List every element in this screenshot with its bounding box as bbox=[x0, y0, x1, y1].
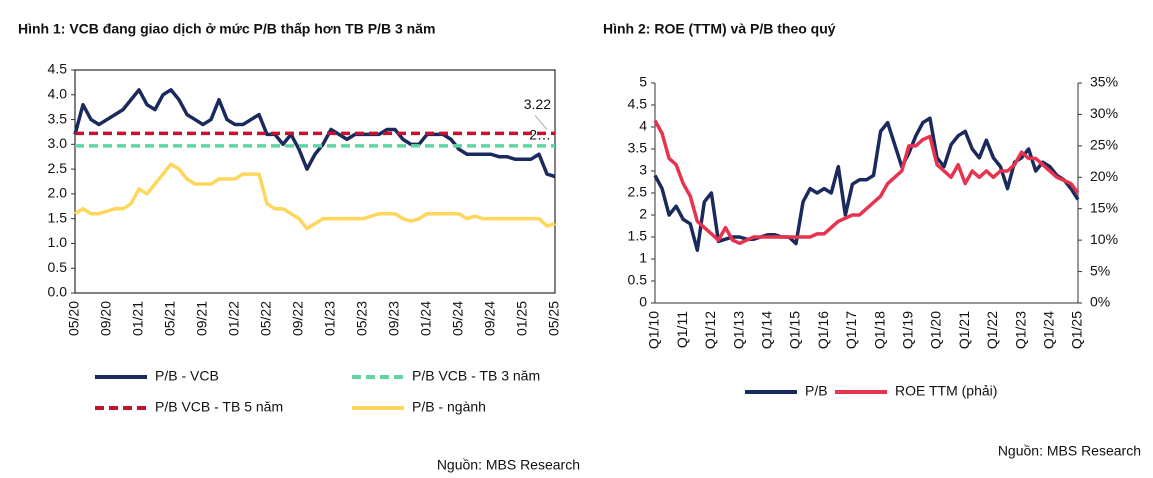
legend-label: P/B - VCB bbox=[155, 368, 219, 384]
series-line bbox=[73, 88, 556, 179]
source: Nguồn: MBS Research bbox=[437, 457, 580, 473]
x-tick-label: 09/22 bbox=[290, 301, 306, 336]
series-line bbox=[74, 162, 556, 231]
x-tick-label: Q1/20 bbox=[928, 311, 944, 349]
y-tick-label: 1.0 bbox=[48, 234, 68, 250]
y2-tick-label: 25% bbox=[1090, 137, 1118, 153]
x-tick-label: 05/23 bbox=[354, 301, 370, 336]
x-tick-label: 05/24 bbox=[450, 301, 466, 336]
y-tick-label: 4.5 bbox=[48, 61, 68, 77]
x-tick-label: Q1/25 bbox=[1069, 311, 1085, 349]
x-tick-label: 01/21 bbox=[130, 301, 146, 336]
y-tick-label: 4.0 bbox=[48, 85, 68, 101]
x-tick-label: Q1/21 bbox=[956, 311, 972, 349]
x-tick-label: Q1/15 bbox=[787, 311, 803, 349]
source: Nguồn: MBS Research bbox=[998, 443, 1141, 459]
legend-label: P/B - ngành bbox=[412, 399, 486, 415]
y2-tick-label: 20% bbox=[1090, 168, 1118, 184]
x-tick-label: Q1/24 bbox=[1041, 311, 1057, 349]
x-tick-label: Q1/17 bbox=[843, 311, 859, 349]
legend-label: ROE TTM (phải) bbox=[895, 383, 997, 399]
y-tick-label: 3 bbox=[639, 162, 647, 178]
x-tick-label: 05/22 bbox=[258, 301, 274, 336]
y2-tick-label: 15% bbox=[1090, 199, 1118, 215]
legend-label: P/B VCB - TB 5 năm bbox=[155, 399, 283, 415]
y2-tick-label: 0% bbox=[1090, 294, 1110, 310]
y2-tick-label: 5% bbox=[1090, 262, 1110, 278]
x-tick-label: Q1/23 bbox=[1012, 311, 1028, 349]
y-tick-label: 3.0 bbox=[48, 135, 68, 151]
x-tick-label: 09/21 bbox=[194, 301, 210, 336]
x-tick-label: Q1/11 bbox=[674, 311, 690, 348]
x-tick-label: 05/20 bbox=[66, 301, 82, 336]
legend-label: P/B VCB - TB 3 năm bbox=[412, 368, 540, 384]
x-tick-label: 01/25 bbox=[514, 301, 530, 336]
x-tick-label: Q1/13 bbox=[730, 311, 746, 349]
y-tick-label: 1.5 bbox=[628, 228, 648, 244]
y2-tick-label: 30% bbox=[1090, 105, 1118, 121]
y-tick-label: 0.5 bbox=[48, 259, 68, 275]
y-tick-label: 2.5 bbox=[628, 184, 648, 200]
x-tick-label: 05/21 bbox=[162, 301, 178, 336]
x-tick-label: 01/23 bbox=[322, 301, 338, 336]
y-tick-label: 1 bbox=[639, 250, 647, 266]
y-tick-label: 5 bbox=[639, 74, 647, 90]
series-line bbox=[653, 116, 1080, 252]
x-tick-label: Q1/18 bbox=[871, 311, 887, 349]
x-tick-label: 01/24 bbox=[418, 301, 434, 336]
y2-tick-label: 35% bbox=[1090, 74, 1118, 90]
y-tick-label: 0.0 bbox=[48, 284, 68, 300]
y-tick-label: 2.5 bbox=[48, 160, 68, 176]
x-tick-label: Q1/10 bbox=[646, 311, 662, 349]
y-tick-label: 3.5 bbox=[628, 140, 648, 156]
legend-label: P/B bbox=[805, 383, 828, 399]
plot-frame bbox=[74, 69, 556, 294]
y-tick-label: 4.5 bbox=[628, 96, 648, 112]
y-tick-label: 4 bbox=[639, 118, 647, 134]
y-tick-label: 0.5 bbox=[628, 272, 648, 288]
x-tick-label: Q1/22 bbox=[984, 311, 1000, 349]
y-tick-label: 1.5 bbox=[48, 209, 68, 225]
x-tick-label: 05/25 bbox=[546, 301, 562, 336]
y-tick-label: 0 bbox=[639, 294, 647, 310]
x-tick-label: 01/22 bbox=[226, 301, 242, 336]
x-tick-label: 09/24 bbox=[482, 301, 498, 336]
value-label: 3.22 bbox=[524, 96, 551, 112]
y2-tick-label: 10% bbox=[1090, 231, 1118, 247]
x-tick-label: Q1/12 bbox=[702, 311, 718, 349]
series-line bbox=[653, 119, 1080, 246]
chart-title: Hình 1: VCB đang giao dịch ở mức P/B thấ… bbox=[18, 21, 435, 37]
x-tick-label: Q1/14 bbox=[759, 311, 775, 349]
label-leader bbox=[534, 115, 548, 130]
x-tick-label: 09/23 bbox=[386, 301, 402, 336]
y-tick-label: 2 bbox=[639, 206, 647, 222]
y-tick-label: 3.5 bbox=[48, 110, 68, 126]
y-tick-label: 2.0 bbox=[48, 185, 68, 201]
x-tick-label: Q1/16 bbox=[815, 311, 831, 349]
x-tick-label: Q1/19 bbox=[900, 311, 916, 349]
chart-title: Hình 2: ROE (TTM) và P/B theo quý bbox=[603, 21, 836, 37]
x-tick-label: 09/20 bbox=[98, 301, 114, 336]
